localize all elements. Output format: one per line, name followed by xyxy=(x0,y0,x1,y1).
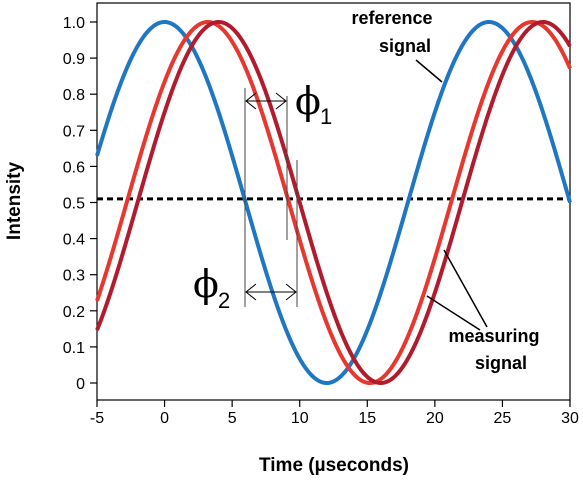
phi1-subscript: 1 xyxy=(320,104,332,129)
series-layer xyxy=(95,20,572,385)
phi1-arrow xyxy=(245,92,287,110)
y-axis-ticks: 0 0.1 0.2 0.3 0.4 0.5 0.6 0.7 0.8 0.9 1.0 xyxy=(63,15,97,393)
reference-label-line-1: reference xyxy=(351,8,432,28)
annotations: reference signal measuring signal ϕ 1 ϕ … xyxy=(193,8,540,373)
phi2-subscript: 2 xyxy=(218,288,230,313)
measuring-label-line-1: measuring xyxy=(448,326,539,346)
y-tick-label: 0.5 xyxy=(63,196,85,213)
y-tick-label: 0.3 xyxy=(63,268,85,285)
x-tick-label: -5 xyxy=(90,410,104,427)
reference-label-line-2: signal xyxy=(379,36,431,56)
x-tick-label: 15 xyxy=(358,410,376,427)
y-tick-label: 0.4 xyxy=(63,232,85,249)
x-tick-label: 25 xyxy=(494,410,512,427)
y-tick-label: 0.2 xyxy=(63,304,85,321)
x-tick-label: 20 xyxy=(426,410,444,427)
measuring-pointer-1 xyxy=(443,249,488,328)
x-tick-label: 10 xyxy=(291,410,309,427)
series-line-1 xyxy=(95,20,572,385)
x-tick-label: 0 xyxy=(160,410,169,427)
y-axis-title: Intensity xyxy=(4,162,25,241)
series-line-2 xyxy=(95,20,572,385)
y-tick-label: 0.8 xyxy=(63,87,85,104)
y-tick-label: 0.9 xyxy=(63,51,85,68)
phi1-symbol: ϕ xyxy=(295,79,321,123)
x-axis-ticks: -5 0 5 10 15 20 25 30 xyxy=(90,400,579,427)
y-tick-label: 0.7 xyxy=(63,123,85,140)
phi2-symbol: ϕ xyxy=(193,262,219,306)
y-tick-label: 1.0 xyxy=(63,15,85,32)
y-tick-label: 0 xyxy=(76,376,85,393)
x-axis-title: Time (µseconds) xyxy=(259,455,409,476)
x-tick-label: 5 xyxy=(228,410,237,427)
series-line-3 xyxy=(95,20,572,385)
x-tick-label: 30 xyxy=(561,410,579,427)
phi2-arrow xyxy=(245,283,297,301)
measuring-pointer-2 xyxy=(426,295,481,331)
reference-pointer xyxy=(415,59,443,83)
y-tick-label: 0.6 xyxy=(63,159,85,176)
measuring-label-line-2: signal xyxy=(475,353,527,373)
y-tick-label: 0.1 xyxy=(63,340,85,357)
